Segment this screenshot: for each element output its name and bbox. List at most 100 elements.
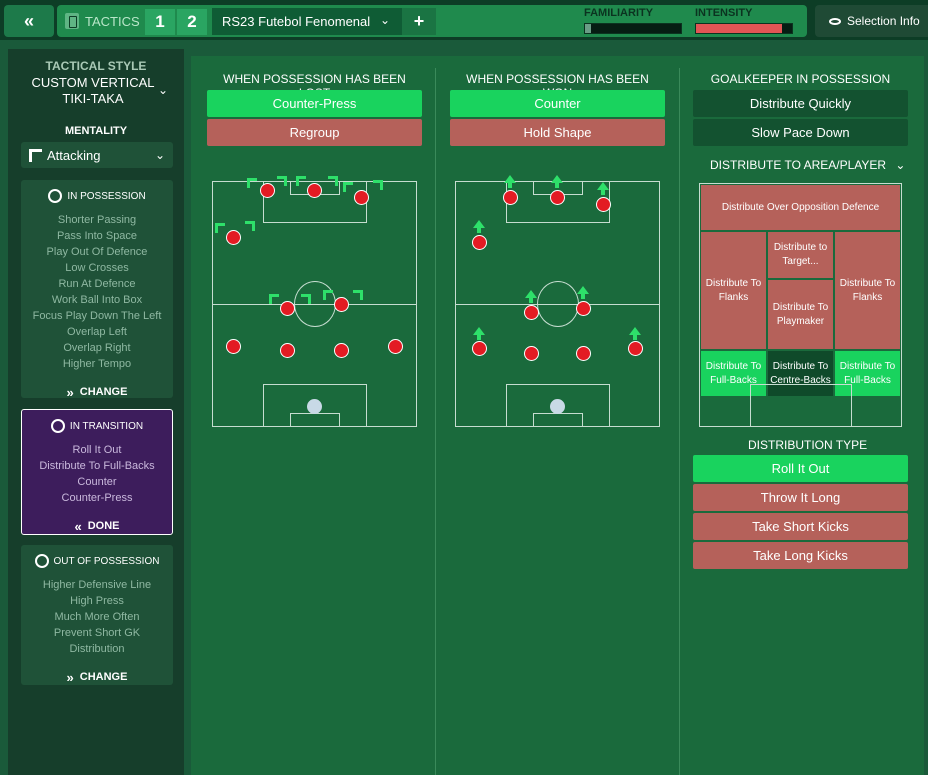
list-item: Counter [77,476,117,488]
list-item: Work Ball Into Box [51,294,143,306]
list-item: High Press [70,595,124,607]
counter-press-button[interactable]: Counter-Press [207,90,422,117]
slow-pace-down-button[interactable]: Slow Pace Down [693,119,908,146]
arrow-up-right-icon [245,221,255,231]
player-marker [576,301,591,316]
player-marker [226,339,241,354]
mentality-dropdown[interactable]: Attacking ⌄ [21,142,173,168]
counter-button[interactable]: Counter [450,90,665,117]
pitch-lost [212,176,417,427]
arrow-up-left-icon [247,178,257,188]
double-chevron-left-icon: « [74,518,82,534]
transition-icon [50,419,65,433]
back-button[interactable]: « [4,5,54,37]
tactic-slot-2[interactable]: 2 [177,9,207,35]
familiarity-fill [585,24,591,33]
take-short-kicks-button[interactable]: Take Short Kicks [693,513,908,540]
divider [679,68,680,775]
tactic-slot-1[interactable]: 1 [145,9,175,35]
player-marker [388,339,403,354]
zone-centre-backs[interactable]: Distribute To Centre-Backs [767,350,834,397]
arrow-up-icon [525,290,537,303]
zone-playmaker[interactable]: Distribute To Playmaker [767,279,834,350]
player-marker [576,346,591,361]
familiarity-bar[interactable] [584,23,682,34]
tactical-style-title: TACTICAL STYLE [45,59,147,73]
arrow-up-left-icon [323,290,333,300]
intensity-fill [696,24,783,33]
shield-icon [34,554,49,568]
tactics-tab-label: TACTICS [85,13,140,29]
player-marker [260,183,275,198]
chevron-down-icon: ⌄ [154,148,165,162]
throw-it-long-button[interactable]: Throw It Long [693,484,908,511]
double-chevron-right-icon: » [66,669,74,685]
in-transition-card[interactable]: IN TRANSITION Roll It Out Distribute To … [21,409,173,535]
in-possession-card[interactable]: IN POSSESSION Shorter Passing Pass Into … [21,180,173,400]
arrow-up-right-icon [301,294,311,304]
mentality-value: Attacking [47,147,101,163]
distribute-area-title: DISTRIBUTE TO AREA/PLAYER [710,158,887,172]
regroup-button[interactable]: Regroup [207,119,422,146]
intensity-bar[interactable] [695,23,793,34]
top-bar: « TACTICS 1 2 RS23 Futebol Fenomenal ⌄ +… [0,0,928,40]
in-possession-header: IN POSSESSION [21,184,173,208]
tactics-tab[interactable]: TACTICS [59,5,140,37]
mentality-arrow-icon [29,149,42,162]
player-marker [226,230,241,245]
distribute-quickly-button[interactable]: Distribute Quickly [693,90,908,117]
tactic-name-dropdown[interactable]: RS23 Futebol Fenomenal ⌄ [212,8,402,35]
zone-full-backs-left[interactable]: Distribute To Full-Backs [700,350,767,397]
in-transition-title: IN TRANSITION [69,420,144,432]
tactical-style-name[interactable]: CUSTOM VERTICAL TIKI-TAKA [31,75,155,106]
distribute-area-dropdown[interactable]: DISTRIBUTE TO AREA/PLAYER ⌄ [710,158,905,172]
selection-info-label: Selection Info [847,14,920,28]
take-long-kicks-button[interactable]: Take Long Kicks [693,542,908,569]
zone-flanks-left[interactable]: Distribute To Flanks [700,231,767,350]
zone-opposition-defence[interactable]: Distribute Over Opposition Defence [700,184,901,231]
player-marker [334,343,349,358]
zone-full-backs-right[interactable]: Distribute To Full-Backs [834,350,901,397]
divider [435,68,436,775]
tactics-icon [65,13,79,29]
tactics-sidebar: TACTICAL STYLE CUSTOM VERTICAL TIKI-TAKA… [8,49,184,775]
roll-it-out-button[interactable]: Roll It Out [693,455,908,482]
player-marker [524,305,539,320]
player-marker [472,235,487,250]
in-transition-done-button[interactable]: « DONE [22,514,172,538]
zone-target[interactable]: Distribute to Target... [767,231,834,279]
out-of-possession-card[interactable]: OUT OF POSSESSION Higher Defensive Line … [21,545,173,685]
arrow-up-right-icon [277,176,287,186]
in-possession-change-button[interactable]: » CHANGE [21,380,173,404]
arrow-up-icon [504,175,516,188]
zone-flanks-right[interactable]: Distribute To Flanks [834,231,901,350]
selection-info-button[interactable]: Selection Info [815,5,928,37]
player-marker [354,190,369,205]
hold-shape-button[interactable]: Hold Shape [450,119,665,146]
out-of-possession-list: Higher Defensive Line High Press Much Mo… [21,577,173,657]
arrow-up-right-icon [373,180,383,190]
gk-distribution-pitch: Distribute Over Opposition Defence Distr… [699,183,902,427]
list-item: Counter-Press [61,492,133,504]
out-of-possession-header: OUT OF POSSESSION [21,549,173,573]
arrow-up-icon [597,182,609,195]
out-of-possession-change-button[interactable]: » CHANGE [21,665,173,689]
arrow-up-left-icon [343,182,353,192]
list-item: Run At Defence [58,278,136,290]
chevron-down-icon[interactable]: ⌄ [158,83,169,97]
arrow-up-right-icon [353,290,363,300]
done-label: DONE [87,520,120,532]
arrow-up-icon [629,327,641,340]
list-item: Low Crosses [65,262,129,274]
in-possession-list: Shorter Passing Pass Into Space Play Out… [21,212,173,372]
in-transition-list: Roll It Out Distribute To Full-Backs Cou… [22,442,172,506]
list-item: Overlap Right [63,342,131,354]
gk-possession-title: GOALKEEPER IN POSSESSION [710,72,891,86]
in-possession-title: IN POSSESSION [67,190,146,202]
mentality-title: MENTALITY [64,125,128,137]
list-item: Overlap Left [67,326,127,338]
distribution-type-title: DISTRIBUTION TYPE [748,438,868,452]
list-item: Distribution [69,643,125,655]
add-tactic-button[interactable]: + [402,8,436,35]
arrow-up-icon [577,286,589,299]
